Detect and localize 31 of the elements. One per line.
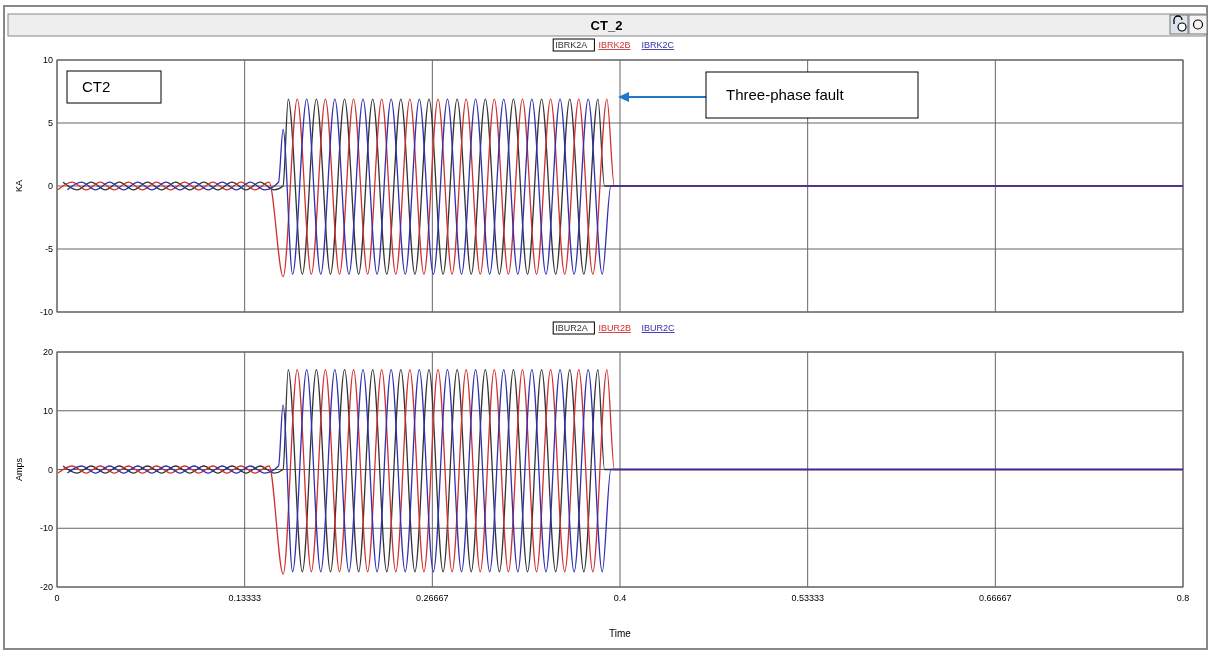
y-tick-label: 0 [47,464,53,475]
text: IBUR2A [555,323,588,333]
x-tick-label: 0.53333 [791,593,824,603]
x-tick-label: 0.4 [613,593,627,603]
x-tick-label: 0.66667 [979,593,1012,603]
annotation: Three-phase fault [726,86,845,103]
text: IBUR2B [598,323,631,333]
text: IBRK2B [598,40,631,50]
text-box: Three-phase fault [705,71,919,119]
text: IBRK2C [641,40,675,50]
y-tick-label: 10 [42,55,53,66]
x-tick-label: 0.13333 [228,593,261,603]
text: IBUR2C [641,323,676,333]
annotation: CT2 [82,78,111,95]
x-axis-title: Time [609,628,632,639]
x-tick-label: 0.26667 [416,593,449,603]
y-tick-label: 0 [47,181,53,192]
y-tick-label: 20 [42,347,53,358]
text-box: CT2 [66,70,162,104]
y-tick-label: -5 [44,244,53,255]
y-tick-label: -20 [39,582,53,593]
y-axis-title: KA [14,179,24,193]
x-tick-label: 0 [54,593,60,603]
y-tick-label: -10 [39,307,53,318]
y-axis-title: Amps [14,457,24,482]
y-tick-label: 5 [47,118,53,129]
text: IBRK2A [555,40,588,50]
y-tick-label: 10 [42,405,53,416]
y-tick-label: -10 [39,523,53,534]
chart-title: CT_2 [590,18,623,33]
x-tick-label: 0.8 [1176,593,1190,603]
